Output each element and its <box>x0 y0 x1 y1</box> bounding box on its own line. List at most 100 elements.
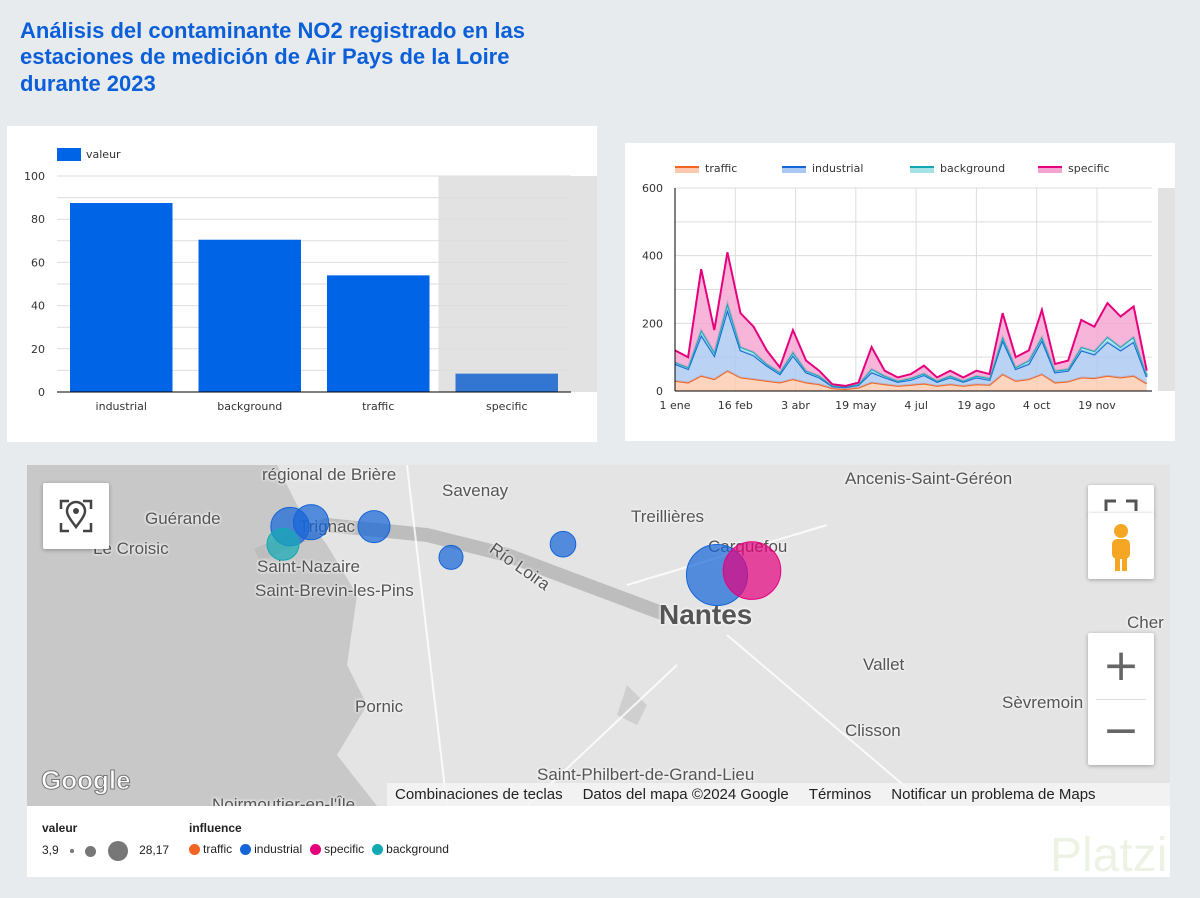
bar-background <box>198 239 301 392</box>
area-specific <box>675 252 1147 387</box>
platzi-watermark: Platzi <box>1050 829 1168 882</box>
pegman-icon <box>1112 524 1130 571</box>
area-traffic <box>675 370 1147 391</box>
location-pin-icon <box>59 499 93 533</box>
bubble-industrial[interactable] <box>292 504 330 541</box>
locate-button[interactable] <box>43 483 109 549</box>
size-legend: 3,9 28,17 <box>42 841 169 861</box>
legend-label: specific <box>324 842 365 856</box>
map-label: Le Croisic <box>93 539 169 558</box>
legend-label: industrial <box>254 842 303 856</box>
legend-label: valeur <box>86 148 121 161</box>
map-label: régional de Brière <box>262 465 397 484</box>
line-specific <box>674 252 1148 387</box>
x-tick-label: traffic <box>362 400 394 413</box>
keyboard-shortcuts-link[interactable]: Combinaciones de teclas <box>395 786 563 803</box>
map-label: Cher <box>1127 613 1164 632</box>
bar-chart: 0 20 40 60 80 100 industrial background traffic s… <box>24 148 597 413</box>
y-tick-label: 400 <box>642 250 663 263</box>
legend-label: industrial <box>812 162 863 175</box>
x-tick-label: industrial <box>96 400 147 413</box>
color-legend-title: influence <box>189 821 242 835</box>
fullscreen-button[interactable] <box>1088 485 1154 515</box>
map-footer: Combinaciones de teclas Datos del mapa ©… <box>387 783 1170 806</box>
page-title: Análisis del contaminante NO2 registrado… <box>20 18 525 96</box>
legend-item-specific: specific <box>310 842 364 856</box>
map-card: régional de Brière Savenay Ancenis-Saint-G… <box>27 465 1170 877</box>
report-problem-link[interactable]: Notificar un problema de Maps <box>891 786 1096 803</box>
legend-swatch <box>1038 167 1062 173</box>
legend-item-industrial: industrial <box>240 842 302 856</box>
street-view-pegman[interactable] <box>1088 513 1154 579</box>
map-label: Sèvremoin <box>1002 693 1084 712</box>
bubble-layer <box>266 504 782 607</box>
zoom-in-button[interactable]: + <box>1102 640 1140 691</box>
google-logo: Google <box>41 765 132 796</box>
color-legend: traffic industrial specific background <box>189 842 457 856</box>
y-tick-label: 600 <box>642 182 663 195</box>
line-industrial <box>674 306 1148 389</box>
legend-label: traffic <box>203 842 233 856</box>
size-legend-title: valeur <box>42 821 78 835</box>
bubble-background[interactable] <box>266 527 300 561</box>
zoom-controls: + − <box>1088 633 1154 765</box>
legend-label: background <box>940 162 1005 175</box>
legend-item-traffic: traffic <box>189 842 232 856</box>
legend-dot <box>372 844 384 856</box>
map-label: Guérande <box>145 509 221 528</box>
legend-dot <box>240 844 252 856</box>
map-label: Vallet <box>863 655 905 674</box>
y-tick-label: 40 <box>31 300 45 313</box>
y-tick-label: 100 <box>24 170 45 183</box>
area-industrial <box>675 309 1147 389</box>
y-tick-label: 60 <box>31 256 45 269</box>
x-tick-label: background <box>217 400 282 413</box>
map-label: Nantes <box>659 599 753 630</box>
map-label: Savenay <box>442 481 509 500</box>
y-tick-label: 200 <box>642 317 663 330</box>
map-label: Ancenis-Saint-Géréon <box>845 469 1013 488</box>
bar-specific <box>455 373 558 392</box>
map-data-attribution: Datos del mapa ©2024 Google <box>582 786 789 803</box>
bar-traffic <box>327 275 430 392</box>
legend-item-background: background <box>372 842 449 856</box>
legend-swatch <box>910 167 934 173</box>
legend-dot <box>310 844 322 856</box>
x-tick-label: 3 abr <box>781 399 810 412</box>
map-label: Noirmoutier-en-l'Île <box>212 795 356 806</box>
y-tick-label: 20 <box>31 343 45 356</box>
map-label: Clisson <box>845 721 901 740</box>
terms-link[interactable]: Términos <box>808 786 872 803</box>
legend-label: specific <box>1068 162 1110 175</box>
legend-swatch <box>675 167 699 173</box>
x-tick-label: 19 nov <box>1078 399 1116 412</box>
y-tick-label: 0 <box>38 386 45 399</box>
map-label: Saint-Philbert-de-Grand-Lieu <box>537 765 755 784</box>
map-label: Saint-Nazaire <box>257 557 360 576</box>
map[interactable]: régional de Brière Savenay Ancenis-Saint-G… <box>27 465 1170 806</box>
legend-swatch <box>57 148 81 161</box>
bar-chart-card: 0 20 40 60 80 100 industrial background traffic s… <box>7 126 597 442</box>
x-tick-label: 16 feb <box>718 399 753 412</box>
x-tick-label: 1 ene <box>659 399 690 412</box>
area-chart-card: 1 ene 16 feb 3 abr 19 may 4 jul 19 ago 4 oct 19… <box>625 143 1175 441</box>
bubble-industrial[interactable] <box>357 510 391 544</box>
legend-dot <box>189 844 200 856</box>
bubble-specific[interactable] <box>722 541 782 600</box>
size-min: 3,9 <box>42 843 59 858</box>
map-label: Treillières <box>631 507 705 526</box>
y-tick-label: 0 <box>656 385 663 398</box>
bubble-industrial[interactable] <box>549 530 577 558</box>
legend-label: background <box>386 842 449 856</box>
legend-swatch <box>782 167 806 173</box>
x-tick-label: 19 may <box>835 399 877 412</box>
map-label: Pornic <box>355 697 404 716</box>
zoom-out-button[interactable]: − <box>1102 705 1140 756</box>
x-tick-label: 4 jul <box>904 399 928 412</box>
legend-label: traffic <box>705 162 737 175</box>
fullscreen-icon <box>1104 499 1138 511</box>
area-chart: 1 ene 16 feb 3 abr 19 may 4 jul 19 ago 4 oct 19… <box>642 162 1175 412</box>
map-label: Saint-Brevin-les-Pins <box>255 581 414 600</box>
x-tick-label: 19 ago <box>957 399 995 412</box>
bubble-industrial[interactable] <box>438 544 464 570</box>
